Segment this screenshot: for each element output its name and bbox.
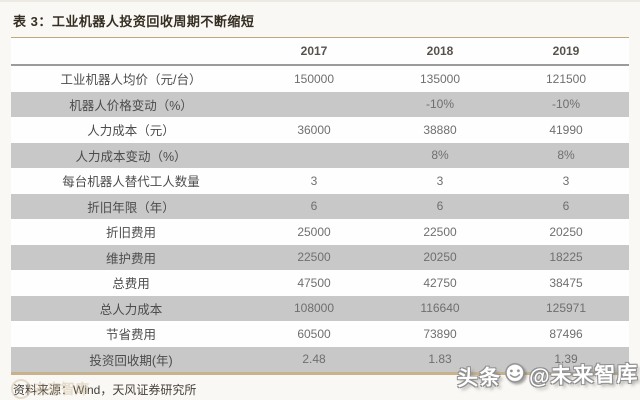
cell-value: 38475 (549, 275, 583, 290)
cell-value: 36000 (297, 122, 331, 137)
cell-value: 22500 (297, 250, 331, 265)
row-label: 维护费用 (105, 251, 156, 266)
watermark-platform: 头条 (456, 366, 501, 391)
table-row: 维护费用 22500 20250 18225 (11, 244, 629, 270)
cell-value: 6 (562, 199, 570, 214)
cell-value: 150000 (293, 71, 335, 86)
cell-value: -10% (425, 97, 454, 112)
table-row: 折旧年限（年） 6 6 6 (11, 193, 629, 219)
cell-value: 135000 (419, 71, 461, 86)
cell-value: 3 (310, 173, 318, 188)
cell-value: 3 (562, 173, 570, 188)
row-label: 人力成本变动（%） (75, 149, 187, 164)
column-header-2019: 2019 (552, 44, 580, 58)
row-label: 折旧费用 (105, 226, 156, 241)
row-label: 人力成本（元） (87, 124, 175, 139)
cell-value: 22500 (423, 224, 457, 239)
cell-value: 108000 (293, 301, 335, 316)
table-row: 折旧费用 25000 22500 20250 (11, 219, 629, 245)
cell-value: -10% (551, 97, 580, 112)
watermark-handle: @未来智库 (528, 362, 639, 389)
row-label: 工业机器人均价（元/台） (60, 73, 202, 88)
cell-value: 42750 (423, 275, 457, 290)
cell-value: 20250 (423, 250, 457, 265)
cell-value: 2.48 (302, 352, 326, 367)
table-row: 每台机器人替代工人数量 3 3 3 (11, 168, 629, 194)
cell-value: 38880 (423, 122, 457, 137)
toutiao-watermark: 头条 @未来智库 (456, 358, 638, 393)
cell-value: 1.39 (554, 352, 578, 367)
cell-value: 18225 (549, 250, 583, 265)
source-text: 资料来源：Wind，天风证券研究所 (13, 383, 197, 397)
row-label: 投资回收期(年) (89, 353, 173, 368)
cell-value: 8% (557, 148, 575, 163)
row-label: 总人力成本 (99, 302, 163, 317)
toutiao-smiley-icon (503, 362, 526, 391)
cell-value: 87496 (549, 326, 583, 341)
cell-value: 41990 (549, 122, 583, 137)
cell-value: 6 (310, 199, 318, 214)
cell-value: 25000 (297, 224, 331, 239)
cell-value: 116640 (420, 301, 460, 316)
row-label: 每台机器人替代工人数量 (62, 175, 200, 190)
column-header-2017: 2017 (300, 44, 328, 58)
table-header-row: 2017 2018 2019 (11, 38, 629, 66)
column-header-2018: 2018 (426, 44, 454, 58)
table-row: 总人力成本 108000 116640 125971 (11, 295, 629, 321)
table-row: 人力成本（元） 36000 38880 41990 (11, 117, 629, 143)
table-row: 节省费用 60500 73890 87496 (11, 321, 629, 347)
cell-value: 60500 (297, 326, 331, 341)
cell-value: 6 (436, 199, 444, 214)
table-row: 机器人价格变动（%） -10% -10% (11, 91, 629, 117)
cell-value: 73890 (423, 326, 457, 341)
row-label: 折旧年限（年） (87, 200, 175, 215)
row-label: 总费用 (112, 277, 150, 292)
cell-value: 1.83 (428, 352, 452, 367)
table-row: 人力成本变动（%） 8% 8% (11, 142, 629, 168)
table-row: 投资回收期(年) 2.48 1.83 1.39 (11, 346, 629, 372)
row-label: 机器人价格变动（%） (69, 98, 193, 113)
cell-value: 47500 (297, 275, 331, 290)
table-title: 表 3：工业机器人投资回收周期不断缩短 (11, 9, 629, 38)
data-table: 2017 2018 2019 工业机器人均价（元/台） 150000 13500… (11, 38, 629, 375)
cell-value: 3 (436, 173, 444, 188)
cell-value: 20250 (549, 224, 583, 239)
cell-value: 8% (431, 148, 449, 163)
table-row: 总费用 47500 42750 38475 (11, 270, 629, 296)
table-row: 工业机器人均价（元/台） 150000 135000 121500 (11, 66, 629, 92)
cell-value: 121500 (545, 71, 587, 86)
row-label: 节省费用 (105, 328, 156, 343)
cell-value: 125971 (545, 301, 587, 316)
